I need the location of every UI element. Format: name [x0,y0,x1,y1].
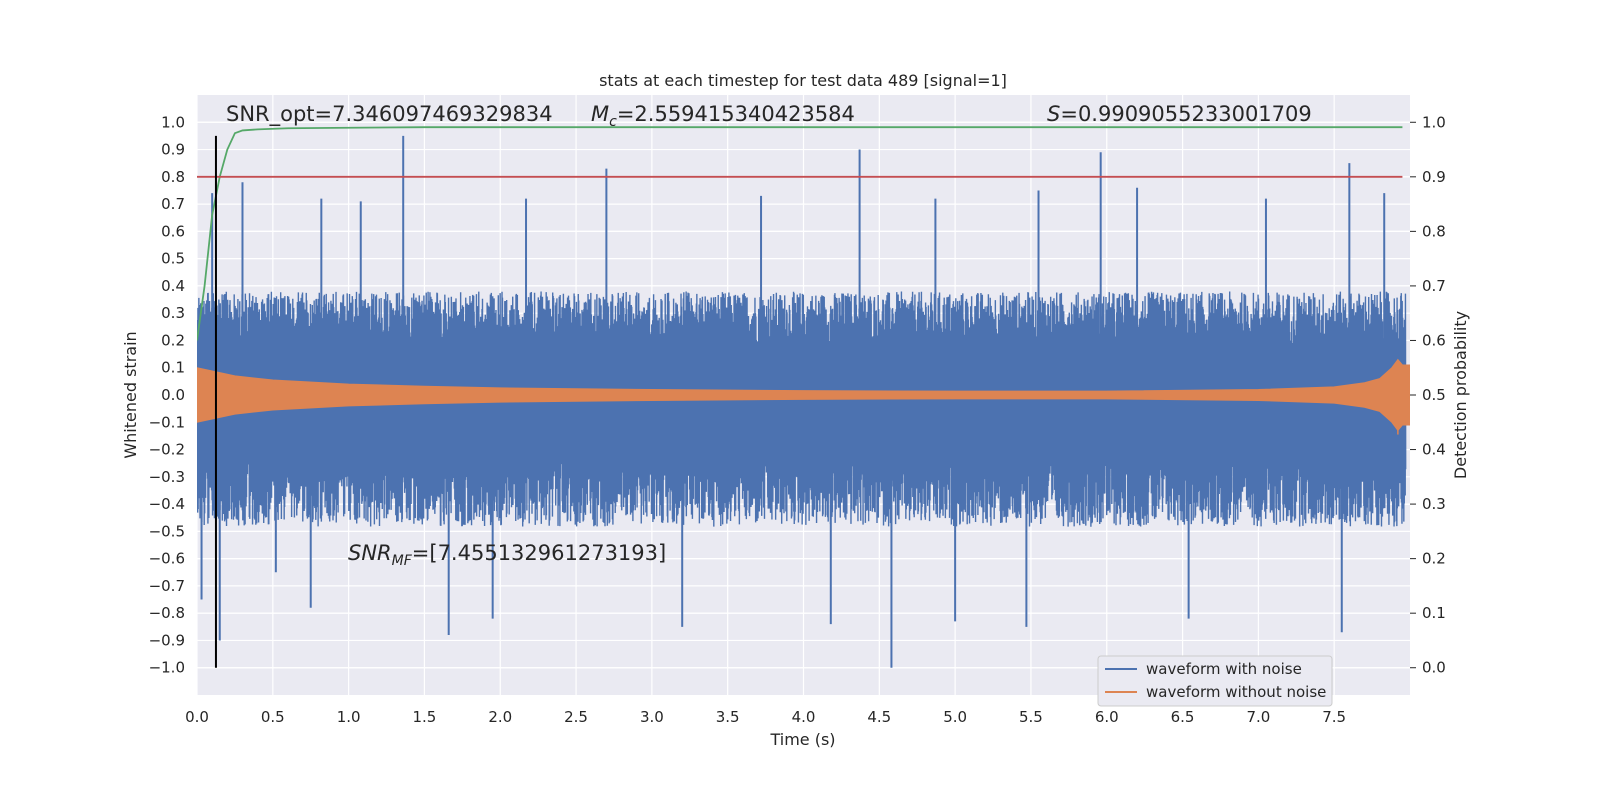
y-tick-label: −0.6 [149,550,185,568]
y-tick-label: −0.1 [149,413,185,431]
legend-box [1097,655,1333,707]
snr-mf-symbol: SNR [348,541,392,565]
y-tick-label: −0.3 [149,468,185,486]
legend-label-waveform-without-noise: waveform without noise [1146,683,1326,701]
y2-tick-label: 0.8 [1422,222,1446,240]
x-tick-label: 5.5 [1019,708,1043,726]
y-tick-label: −0.8 [149,604,185,622]
y-tick-label: −0.2 [149,441,185,459]
y-tick-label: −0.7 [149,577,185,595]
detection-probability-line [197,126,1403,341]
x-tick-label: 1.5 [413,708,437,726]
y-tick-label: 0.9 [161,141,185,159]
s-symbol: S [1047,102,1060,126]
y2-tick-label: 0.3 [1422,495,1446,513]
x-tick-label: 6.5 [1171,708,1195,726]
mc-symbol: M [591,102,609,126]
x-tick-label: 7.5 [1322,708,1346,726]
y-tick-label: 0.5 [161,250,185,268]
x-tick-label: 3.0 [640,708,664,726]
y-tick-label: 0.2 [161,331,185,349]
y-tick-label: 0.8 [161,168,185,186]
mc-annotation: Mc=2.559415340423584 [591,102,855,130]
x-tick-label: 7.0 [1246,708,1270,726]
snr-mf-annotation: SNRMF=[7.455132961273193] [348,541,666,569]
x-tick-label: 3.5 [716,708,740,726]
y2-tick-label: 0.7 [1422,277,1446,295]
y-tick-label: 0.7 [161,195,185,213]
y2-tick-label: 0.2 [1422,550,1446,568]
s-value: =0.9909055233001709 [1060,102,1311,126]
legend-label-waveform-with-noise: waveform with noise [1146,660,1302,678]
snr-mf-subscript: MF [392,553,413,569]
y-axis-title: Whitened strain [121,331,140,458]
x-tick-label: 2.0 [488,708,512,726]
y-tick-label: 0.6 [161,222,185,240]
y2-tick-label: 0.0 [1422,659,1446,677]
x-tick-label: 0.5 [261,708,285,726]
x-tick-label: 1.0 [337,708,361,726]
x-tick-label: 0.0 [185,708,209,726]
y2-tick-label: 1.0 [1422,113,1446,131]
tick-labels: 0.0 0.5 1.0 1.5 2.0 2.5 3.0 3.5 4.0 4.5 5.0 5.5 6.0 6… [149,113,1446,726]
y-tick-label: 1.0 [161,113,185,131]
y2-tick-label: 0.6 [1422,331,1446,349]
x-tick-label: 2.5 [564,708,588,726]
snr-mf-value: =[7.455132961273193] [412,541,666,565]
y-tick-label: −0.5 [149,522,185,540]
x-tick-label: 6.0 [1095,708,1119,726]
y-tick-label: 0.3 [161,304,185,322]
snr-opt-annotation: SNR_opt=7.346097469329834 [226,102,553,127]
y-tick-label: −1.0 [149,659,185,677]
x-axis-title: Time (s) [769,730,835,749]
y-tick-label: −0.9 [149,631,185,649]
legend: waveform with noise waveform without noi… [1097,655,1333,707]
y2-tick-label: 0.4 [1422,441,1446,459]
series-waveform-without-noise [197,358,1410,432]
y2-tick-label: 0.5 [1422,386,1446,404]
chart-title: stats at each timestep for test data 489… [599,71,1007,90]
data-layer [197,126,1410,668]
y-tick-label: 0.4 [161,277,185,295]
y2-tick-label: 0.9 [1422,168,1446,186]
y2-axis-title: Detection probability [1451,311,1470,479]
y-tick-label: 0.1 [161,359,185,377]
y-tick-label: −0.4 [149,495,185,513]
x-tick-label: 4.0 [792,708,816,726]
y2-tick-label: 0.1 [1422,604,1446,622]
series-waveform-with-noise [197,291,1407,527]
x-tick-label: 5.0 [943,708,967,726]
y-tick-label: 0.0 [161,386,185,404]
s-annotation: S=0.9909055233001709 [1047,102,1312,126]
x-tick-label: 4.5 [867,708,891,726]
mc-subscript: c [609,114,617,130]
mc-value: =2.559415340423584 [617,102,855,126]
